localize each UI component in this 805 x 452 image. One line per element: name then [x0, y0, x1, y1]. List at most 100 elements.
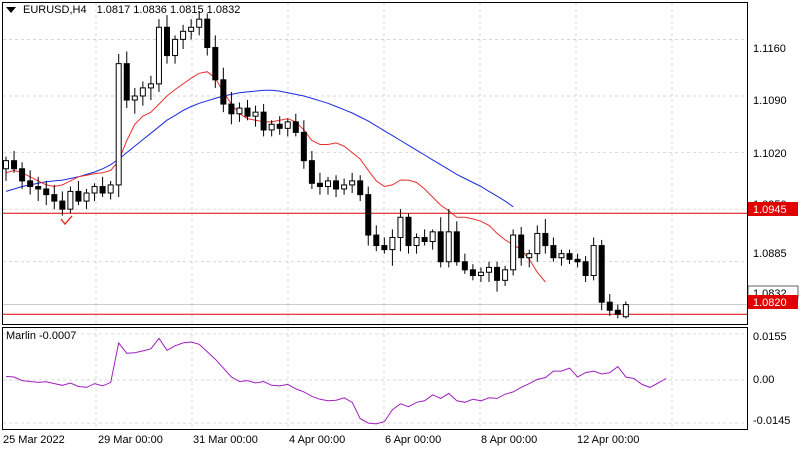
candle-body-bear — [518, 234, 525, 259]
level-tag-lower-label: 1.0820 — [753, 297, 787, 309]
dropdown-triangle-icon[interactable] — [6, 7, 16, 13]
candle-body-bull — [172, 38, 179, 57]
candle-body-bear — [59, 200, 66, 210]
candle-body-bear — [614, 309, 621, 315]
candle-body-bear — [99, 186, 106, 194]
checkmark-icon — [60, 215, 73, 226]
time-label: 4 Apr 00:00 — [289, 434, 345, 446]
ohlc-values: 1.0817 1.0836 1.0815 1.0832 — [96, 4, 241, 16]
candle-body-bear — [75, 190, 82, 202]
candle-body-bear — [300, 131, 307, 162]
grid-lines — [3, 3, 747, 429]
candle-body-bear — [582, 261, 589, 276]
candle-body-bear — [606, 301, 613, 311]
candle-body-bear — [19, 168, 26, 182]
candlesticks — [3, 11, 629, 319]
candle-body-bear — [35, 186, 42, 190]
oscillator-panel-frame — [2, 327, 748, 430]
candle-body-bear — [381, 245, 388, 251]
price-tick: 1.1090 — [753, 95, 787, 107]
candle-body-bull — [83, 192, 90, 202]
candle-body-bull — [413, 236, 420, 247]
candle-body-bear — [437, 231, 444, 263]
candle-body-bull — [236, 107, 243, 115]
main-panel-frame — [2, 2, 748, 325]
candle-body-bull — [477, 271, 484, 276]
candle-body-bear — [333, 180, 340, 190]
candle-body-bear — [51, 194, 58, 202]
time-axis: 25 Mar 2022 29 Mar 00:00 31 Mar 00:00 4 … — [3, 434, 639, 446]
candle-body-bull — [180, 30, 187, 40]
candle-body-bear — [550, 245, 557, 259]
candle-body-bear — [316, 182, 323, 188]
candle-body-bear — [598, 245, 605, 303]
candle-body-bear — [566, 253, 573, 260]
candle-body-bear — [461, 261, 468, 271]
candle-body-bull — [147, 83, 154, 89]
level-tag-upper-label: 1.0945 — [753, 204, 787, 216]
candle-body-bear — [123, 63, 130, 101]
candle-body-bear — [542, 232, 549, 247]
candle-body-bull — [590, 245, 597, 276]
candle-body-bear — [494, 266, 501, 281]
candle-body-bull — [341, 184, 348, 190]
candle-body-bull — [558, 253, 565, 259]
time-label: 29 Mar 00:00 — [98, 434, 163, 446]
candle-body-bull — [486, 266, 492, 273]
price-axis: 1.1160 1.1090 1.1020 1.0950 1.0885 — [753, 43, 787, 260]
time-label: 6 Apr 00:00 — [385, 434, 441, 446]
oscillator-tick: 0.00 — [753, 374, 774, 386]
candle-body-bear — [228, 103, 235, 115]
time-label: 12 Apr 00:00 — [577, 434, 639, 446]
candle-body-bear — [574, 258, 581, 263]
candle-body-bull — [252, 111, 259, 117]
candle-body-bull — [397, 216, 404, 238]
candle-body-bear — [212, 46, 219, 81]
price-tick: 1.1020 — [753, 148, 787, 160]
indicator-header: Marlin -0.0007 — [6, 330, 77, 342]
ma-slow-line — [5, 89, 514, 208]
oscillator-tick: -0.0145 — [753, 415, 790, 427]
candle-body-bull — [510, 234, 517, 271]
candle-body-bear — [365, 194, 372, 236]
candle-body-bull — [67, 190, 74, 210]
candle-body-bear — [469, 269, 476, 276]
candle-body-bull — [139, 87, 146, 97]
candle-body-bull — [429, 231, 436, 243]
candle-body-bull — [534, 232, 541, 255]
slow-moving-average — [5, 89, 514, 208]
candle-body-bear — [292, 121, 299, 133]
candle-body-bear — [453, 231, 460, 263]
candle-body-bull — [131, 95, 138, 101]
candle-body-bull — [107, 184, 114, 194]
candle-body-bear — [164, 26, 170, 57]
candle-body-bear — [27, 180, 34, 188]
candle-body-bull — [115, 63, 122, 186]
candle-body-bull — [526, 253, 533, 259]
candle-body-bull — [91, 186, 98, 194]
ma-fast-line — [5, 71, 546, 283]
horizontal-levels[interactable] — [3, 212, 747, 315]
candle-body-bear — [421, 236, 428, 243]
candle-body-bear — [276, 123, 283, 129]
candle-body-bull — [349, 180, 356, 186]
candle-body-bull — [284, 121, 291, 129]
price-tick: 1.0885 — [753, 248, 787, 260]
candle-body-bear — [43, 188, 50, 196]
marlin-oscillator-line — [5, 337, 667, 425]
oscillator-tick: 0.0155 — [753, 331, 787, 343]
candle-body-bear — [308, 160, 315, 184]
candle-body-bull — [196, 18, 203, 28]
candle-body-bull — [389, 236, 396, 251]
symbol-label: EURUSD,H4 — [23, 4, 87, 16]
candle-body-bear — [357, 180, 364, 196]
candle-body-bear — [260, 111, 267, 131]
candle-body-bull — [502, 269, 509, 281]
candle-body-bull — [188, 26, 195, 32]
fast-moving-average — [5, 71, 546, 283]
candle-body-bear — [11, 160, 18, 170]
candle-body-bear — [373, 234, 380, 247]
candle-body-bear — [405, 216, 412, 247]
candle-body-bear — [204, 18, 211, 48]
